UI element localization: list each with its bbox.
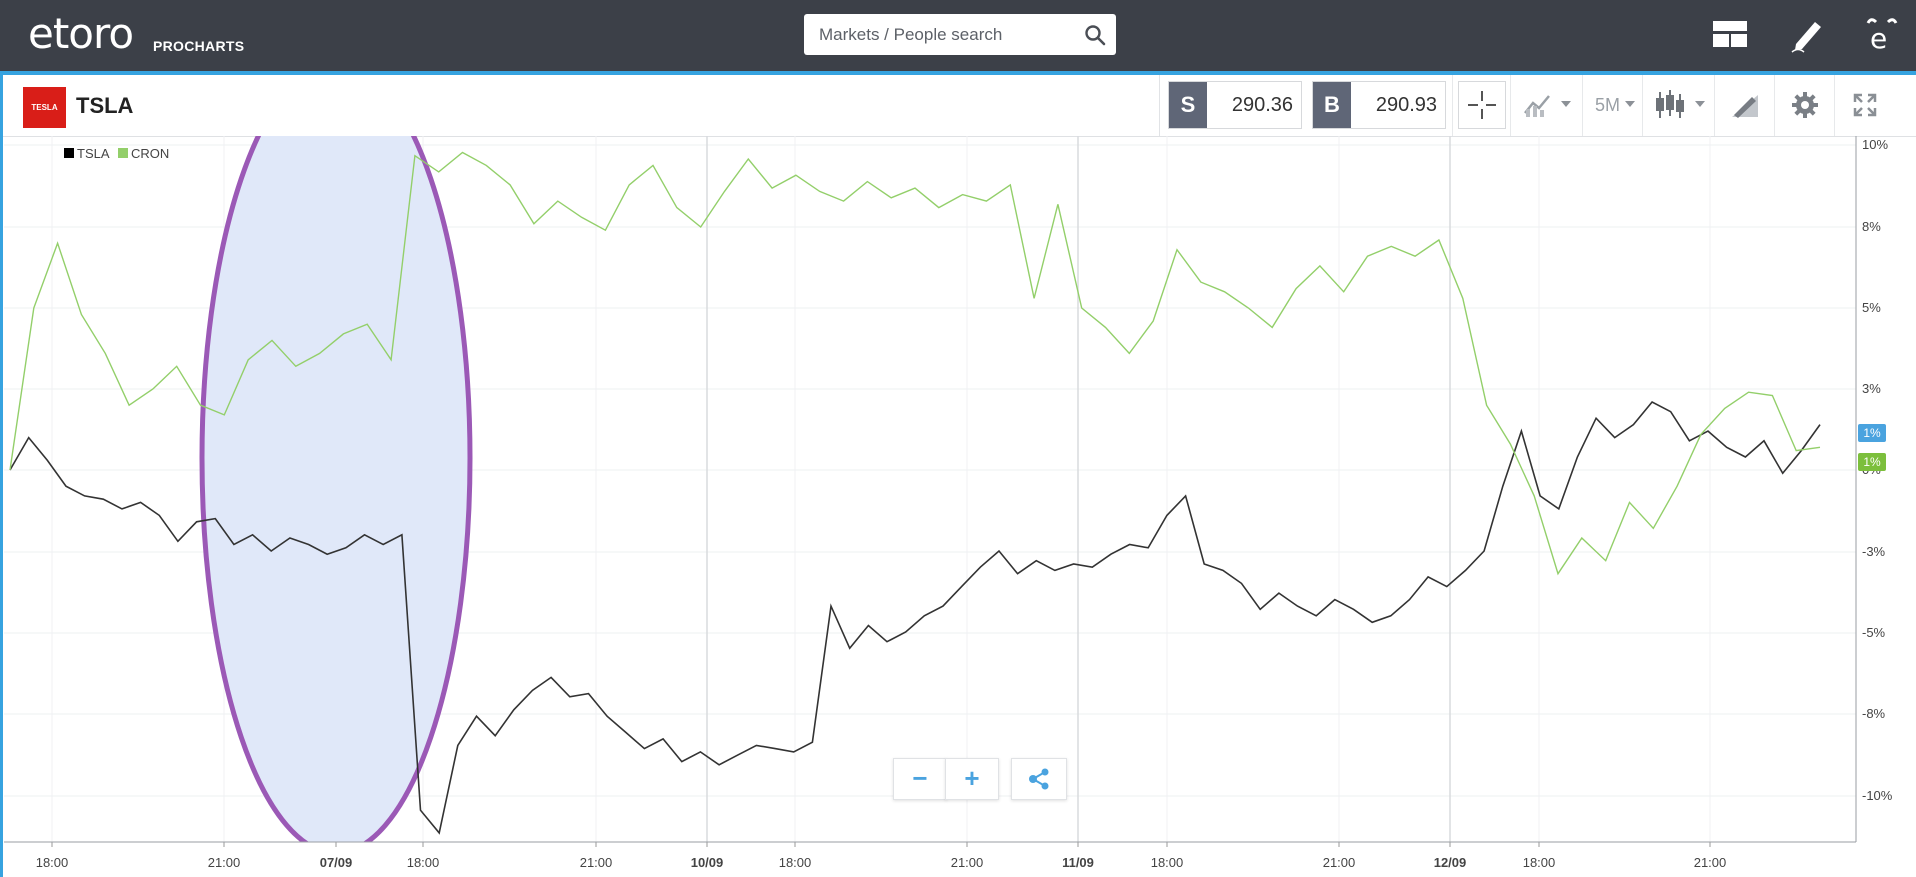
x-tick-label: 18:00 — [1523, 855, 1556, 870]
sell-button[interactable]: S 290.36 — [1168, 81, 1302, 129]
last-value-badge-cron — [1858, 453, 1886, 471]
series-line-tsla — [9, 400, 1821, 835]
share-button[interactable] — [1011, 758, 1067, 800]
zoom-in-button[interactable]: + — [945, 758, 999, 800]
sell-label: S — [1169, 82, 1207, 128]
x-tick-label: 10/09 — [691, 855, 724, 870]
zoom-in-label: + — [964, 763, 980, 793]
chevron-down-icon — [1625, 101, 1635, 107]
share-icon — [1029, 768, 1049, 790]
highlight-ellipse — [199, 136, 473, 842]
x-axis: 18:00 21:00 07/09 18:00 21:00 10/09 18:00 21:00… — [4, 841, 1856, 870]
crosshair-tool — [1452, 75, 1511, 136]
instrument-symbol: TSLA — [76, 93, 134, 118]
x-tick-label: 21:00 — [1323, 855, 1356, 870]
x-tick-label: 21:00 — [580, 855, 613, 870]
legend-swatch-cron — [118, 148, 128, 158]
expand-icon — [1853, 93, 1877, 117]
candlestick-icon — [1656, 90, 1684, 118]
left-edge-accent — [0, 71, 3, 877]
timeframe-select[interactable]: 5M — [1582, 75, 1643, 136]
buy-price: 290.93 — [1375, 94, 1437, 116]
x-tick-label: 21:00 — [951, 855, 984, 870]
buy-button[interactable]: B 290.93 — [1312, 81, 1446, 129]
search-icon[interactable] — [1084, 24, 1106, 46]
y-tick-label: -3% — [1862, 544, 1886, 559]
chart-type-select[interactable] — [1642, 75, 1715, 136]
compare-chart-icon — [1524, 95, 1550, 117]
buy-label: B — [1313, 82, 1351, 128]
sell-price: 290.36 — [1231, 94, 1293, 116]
chevron-down-icon — [1695, 101, 1705, 107]
compare-chart-button[interactable] — [1510, 75, 1583, 136]
layout-icon[interactable] — [1710, 14, 1750, 54]
last-value-badge-text: 1% — [1863, 426, 1881, 440]
x-tick-label: 21:00 — [208, 855, 241, 870]
legend-label-tsla: TSLA — [77, 146, 110, 161]
y-tick-label: -8% — [1862, 706, 1886, 721]
search-box[interactable] — [804, 14, 1116, 55]
x-tick-label: 11/09 — [1062, 855, 1094, 870]
x-tick-label: 21:00 — [1694, 855, 1727, 870]
accent-line — [0, 71, 1916, 75]
last-value-badge-tsla — [1858, 424, 1886, 442]
search-input[interactable] — [804, 14, 1089, 55]
price-chart[interactable]: 10%8%5%3%0%-3%-5%-8%-10% 18:0021:0007/09… — [0, 136, 1916, 877]
chart-toolbar: S 290.36 B 290.93 — [1159, 75, 1916, 136]
legend-label-cron: CRON — [131, 146, 169, 161]
last-value-badges: 1% 1% — [1858, 424, 1886, 471]
y-tick-label: 10% — [1862, 137, 1888, 152]
y-tick-label: -5% — [1862, 625, 1886, 640]
series-line-cron — [9, 151, 1821, 576]
drawing-tools-button[interactable] — [1714, 75, 1775, 136]
y-tick-label: -10% — [1862, 788, 1893, 803]
x-tick-label: 18:00 — [407, 855, 440, 870]
pencil-icon[interactable] — [1788, 14, 1828, 54]
zoom-out-button[interactable]: − — [893, 758, 947, 800]
x-tick-label: 18:00 — [779, 855, 812, 870]
gear-icon — [1792, 92, 1818, 118]
etoro-profile-icon[interactable]: e — [1862, 14, 1902, 54]
highlight-ellipse-shape — [199, 136, 473, 842]
x-tick-label: 12/09 — [1434, 855, 1467, 870]
x-tick-label: 18:00 — [36, 855, 69, 870]
chart-legend: TSLA CRON — [64, 146, 169, 161]
day-separators — [335, 136, 1451, 842]
legend-swatch-tsla — [64, 148, 74, 158]
etoro-logo[interactable]: etoro — [28, 9, 134, 58]
x-tick-label: 07/09 — [320, 855, 353, 870]
y-tick-label: 8% — [1862, 219, 1881, 234]
procharts-label: PROCHARTS — [153, 38, 245, 54]
x-tick-label: 18:00 — [1151, 855, 1184, 870]
y-axis: 10%8%5%3%0%-3%-5%-8%-10% — [1855, 136, 1893, 842]
instrument-header: TESLA TSLA S 290.36 B 290.93 — [3, 75, 1916, 137]
timeframe-label: 5M — [1595, 95, 1621, 115]
y-tick-label: 3% — [1862, 381, 1881, 396]
settings-button[interactable] — [1774, 75, 1835, 136]
fullscreen-button[interactable] — [1834, 75, 1895, 136]
zoom-controls: − + — [893, 758, 1067, 800]
crosshair-icon — [1468, 91, 1496, 119]
zoom-out-label: − — [912, 763, 928, 793]
top-navigation-bar: etoro PROCHARTS e — [0, 0, 1916, 71]
svg-text:e: e — [1870, 22, 1887, 54]
drawing-tools-icon — [1732, 95, 1758, 118]
chevron-down-icon — [1561, 101, 1571, 107]
series-lines — [9, 151, 1821, 835]
y-tick-label: 5% — [1862, 300, 1881, 315]
instrument-logo: TESLA — [23, 87, 66, 128]
crosshair-button[interactable] — [1458, 81, 1506, 129]
last-value-badge-text: 1% — [1863, 455, 1881, 469]
